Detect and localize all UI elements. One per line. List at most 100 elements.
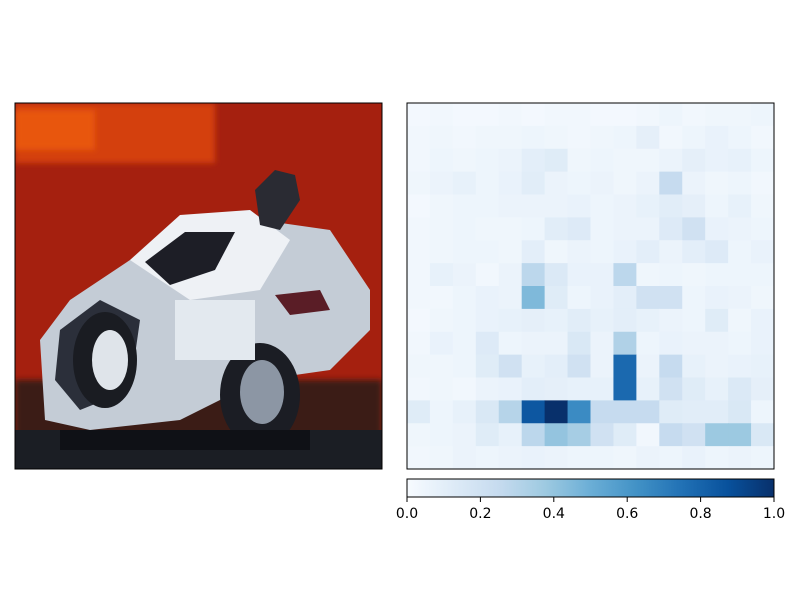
heatmap-cell — [475, 263, 500, 287]
heatmap-cell — [705, 148, 729, 173]
car-window — [145, 232, 235, 285]
heatmap-cell — [452, 263, 477, 287]
heatmap-cell — [751, 354, 775, 379]
heatmap-cell — [544, 240, 569, 264]
heatmap-cell — [544, 263, 569, 287]
heatmap-cell — [407, 194, 431, 218]
heatmap-cell — [728, 125, 752, 150]
colorbar-ticks: 0.0 0.2 0.4 0.6 0.8 1.0 — [396, 497, 785, 522]
heatmap-cell — [521, 240, 546, 264]
heatmap-cell — [429, 286, 454, 310]
heatmap-cell — [705, 446, 729, 470]
heatmap-cell — [407, 423, 431, 447]
heatmap-cell — [521, 217, 546, 241]
heatmap-cell — [407, 377, 431, 401]
heatmap-cell — [498, 377, 523, 401]
heatmap-cell — [659, 194, 683, 218]
heatmap-cell — [728, 446, 752, 470]
heatmap-cell — [682, 194, 706, 218]
heatmap-cell — [567, 171, 591, 196]
heatmap-cell — [590, 308, 614, 333]
heatmap-cell — [705, 286, 729, 310]
heatmap-cell — [613, 400, 637, 424]
heatmap-cell — [407, 286, 431, 310]
heatmap-cell — [705, 240, 729, 264]
heatmap-cell — [452, 354, 477, 379]
heatmap-cell — [475, 103, 500, 127]
heatmap-cell — [544, 217, 569, 241]
heatmap-cell — [705, 377, 729, 401]
heatmap-cell — [498, 286, 523, 310]
heatmap-cell — [682, 125, 706, 150]
heatmap-cell — [751, 263, 775, 287]
colorbar-tick-label: 0.8 — [689, 506, 711, 522]
heatmap-cell — [407, 103, 431, 127]
heatmap-cell — [682, 217, 706, 241]
heatmap-cell — [751, 148, 775, 173]
heatmap-cell — [567, 263, 591, 287]
heatmap-cell — [682, 103, 706, 127]
heatmap-cell — [682, 354, 706, 379]
heatmap-cell — [682, 263, 706, 287]
colorbar-tick-label: 0.6 — [616, 506, 638, 522]
heatmap-cell — [613, 103, 637, 127]
heatmap-cell — [475, 286, 500, 310]
heatmap-cell — [636, 377, 660, 401]
heatmap-cell — [705, 217, 729, 241]
heatmap-cell — [659, 217, 683, 241]
heatmap-cell — [728, 354, 752, 379]
heatmap — [407, 103, 775, 470]
heatmap-cell — [567, 308, 591, 333]
heatmap-cell — [751, 446, 775, 470]
car-photo-panel — [15, 103, 382, 469]
heatmap-cell — [728, 194, 752, 218]
heatmap-cell — [705, 400, 729, 424]
heatmap-cell — [751, 171, 775, 196]
heatmap-cell — [682, 446, 706, 470]
heatmap-cell — [567, 400, 591, 424]
heatmap-cell — [636, 263, 660, 287]
heatmap-cell — [475, 377, 500, 401]
heatmap-cell — [705, 125, 729, 150]
heatmap-cell — [429, 308, 454, 333]
heatmap-cell — [728, 240, 752, 264]
heatmap-cell — [613, 148, 637, 173]
heatmap-cell — [452, 148, 477, 173]
heatmap-cell — [521, 308, 546, 333]
heatmap-cell — [567, 217, 591, 241]
heatmap-cell — [567, 446, 591, 470]
heatmap-cell — [429, 125, 454, 150]
heatmap-cell — [682, 423, 706, 447]
heatmap-cell — [498, 125, 523, 150]
heatmap-cell — [407, 308, 431, 333]
heatmap-cell — [728, 103, 752, 127]
heatmap-cell — [521, 194, 546, 218]
heatmap-cell — [590, 171, 614, 196]
heatmap-cell — [682, 171, 706, 196]
heatmap-cell — [590, 148, 614, 173]
heatmap-cell — [636, 217, 660, 241]
heatmap-cell — [590, 400, 614, 424]
heatmap-cell — [751, 400, 775, 424]
heatmap-cell — [613, 308, 637, 333]
heatmap-cell — [613, 263, 637, 287]
heatmap-cell — [544, 148, 569, 173]
heatmap-cell — [498, 263, 523, 287]
heatmap-cell — [682, 148, 706, 173]
heatmap-cell — [452, 125, 477, 150]
heatmap-cell — [567, 148, 591, 173]
heatmap-cell — [636, 286, 660, 310]
heatmap-cell — [613, 377, 637, 401]
colorbar-tick-label: 0.0 — [396, 506, 418, 522]
heatmap-cell — [567, 194, 591, 218]
heatmap-cell — [590, 423, 614, 447]
heatmap-cell — [705, 263, 729, 287]
heatmap-cell — [682, 377, 706, 401]
heatmap-cell — [475, 217, 500, 241]
heatmap-cell — [452, 308, 477, 333]
photo-orange-spot — [15, 110, 95, 150]
heatmap-cell — [429, 446, 454, 470]
heatmap-cell — [659, 263, 683, 287]
heatmap-cell — [429, 171, 454, 196]
heatmap-cell — [544, 171, 569, 196]
